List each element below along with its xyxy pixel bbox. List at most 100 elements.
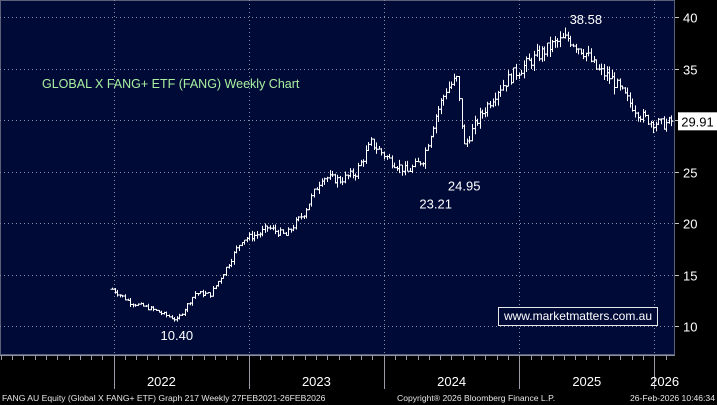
price-bar — [553, 36, 558, 48]
price-bar — [247, 232, 252, 241]
price-bar — [410, 164, 415, 174]
price-bar — [436, 105, 441, 122]
price-bar — [286, 227, 291, 236]
price-bar — [294, 217, 299, 230]
price-bar — [278, 227, 283, 236]
price-bar — [273, 224, 278, 235]
price-bar — [548, 36, 553, 58]
price-bar — [366, 141, 371, 152]
price-bar — [379, 148, 384, 156]
price-bar — [216, 280, 221, 287]
price-bar — [612, 72, 617, 95]
price-bar — [636, 111, 641, 122]
x-tick-label-2022: 2022 — [147, 374, 176, 389]
price-bar — [159, 310, 164, 316]
price-bar — [151, 306, 156, 312]
price-bar — [268, 225, 273, 230]
timestamp: 26-Feb-2026 10:46:34 — [629, 393, 715, 403]
price-bar — [620, 85, 625, 90]
y-tick-label-10: 10 — [683, 320, 697, 335]
price-bar — [555, 38, 560, 48]
price-bar — [237, 244, 242, 252]
price-bar — [662, 116, 667, 130]
price-bar — [429, 135, 434, 148]
price-bar — [351, 168, 356, 179]
price-bar — [421, 162, 426, 167]
price-bar — [599, 63, 604, 76]
price-bar — [234, 245, 239, 254]
price-bar — [115, 289, 120, 297]
price-bar — [563, 27, 568, 39]
price-bar — [211, 286, 216, 297]
price-bar — [190, 296, 195, 306]
price-bar — [426, 143, 431, 151]
price-bar — [242, 239, 247, 245]
chart-title: GLOBAL X FANG+ ETF (FANG) Weekly Chart — [42, 77, 300, 91]
price-bar — [618, 78, 623, 91]
price-bar — [517, 73, 522, 79]
price-bar — [571, 43, 576, 48]
price-bar — [610, 69, 615, 80]
price-bars — [110, 27, 674, 322]
price-bar — [669, 115, 674, 127]
price-bar — [594, 59, 599, 71]
price-bar — [397, 159, 402, 174]
price-bar — [258, 232, 263, 238]
price-bar — [263, 223, 268, 233]
price-bar — [227, 263, 232, 269]
price-bar — [625, 87, 630, 102]
annotation-23.21: 23.21 — [419, 196, 452, 211]
annotation-38.58: 38.58 — [570, 12, 603, 27]
price-bar — [506, 70, 511, 87]
price-bar — [260, 225, 265, 237]
annotation-10.40: 10.40 — [161, 328, 194, 343]
price-bar — [545, 42, 550, 57]
price-bar — [574, 43, 579, 53]
price-bar — [400, 164, 405, 176]
y-tick-label-35: 35 — [683, 63, 697, 78]
price-bar — [605, 66, 610, 81]
price-bar — [488, 100, 493, 109]
price-bar — [201, 289, 206, 298]
price-bar — [664, 118, 669, 132]
price-bar — [527, 53, 532, 61]
price-bar — [193, 291, 198, 299]
price-bar — [633, 105, 638, 118]
price-bar — [340, 177, 345, 186]
price-bar — [449, 81, 454, 89]
price-bar — [369, 137, 374, 146]
y-tick-label-40: 40 — [683, 11, 697, 26]
price-bar — [265, 225, 270, 232]
price-bar — [467, 136, 472, 144]
price-bar — [164, 311, 169, 318]
price-bar — [359, 159, 364, 167]
price-bar — [462, 124, 467, 145]
price-bar — [374, 142, 379, 154]
price-bar — [245, 236, 250, 243]
price-bar — [480, 109, 485, 119]
price-bar — [335, 174, 340, 188]
last-price-label: 29.91 — [681, 114, 714, 129]
price-bar — [491, 98, 496, 108]
price-bar — [413, 158, 418, 168]
price-bar — [460, 98, 465, 129]
price-bar — [470, 124, 475, 142]
price-bar — [628, 92, 633, 108]
price-bar — [353, 173, 358, 181]
price-bar — [586, 45, 591, 57]
price-bar — [364, 145, 369, 164]
price-bar — [299, 213, 304, 220]
price-bar — [643, 110, 648, 118]
price-bar — [118, 294, 123, 298]
price-bar — [514, 63, 519, 80]
price-bar — [312, 188, 317, 198]
price-bar — [252, 231, 257, 242]
price-bar — [473, 115, 478, 135]
price-bar — [382, 151, 387, 160]
price-bar — [498, 85, 503, 97]
price-bar — [289, 228, 294, 233]
price-bar — [519, 69, 524, 76]
copyright-notice: Copyright® 2026 Bloomberg Finance L.P. — [397, 393, 556, 403]
